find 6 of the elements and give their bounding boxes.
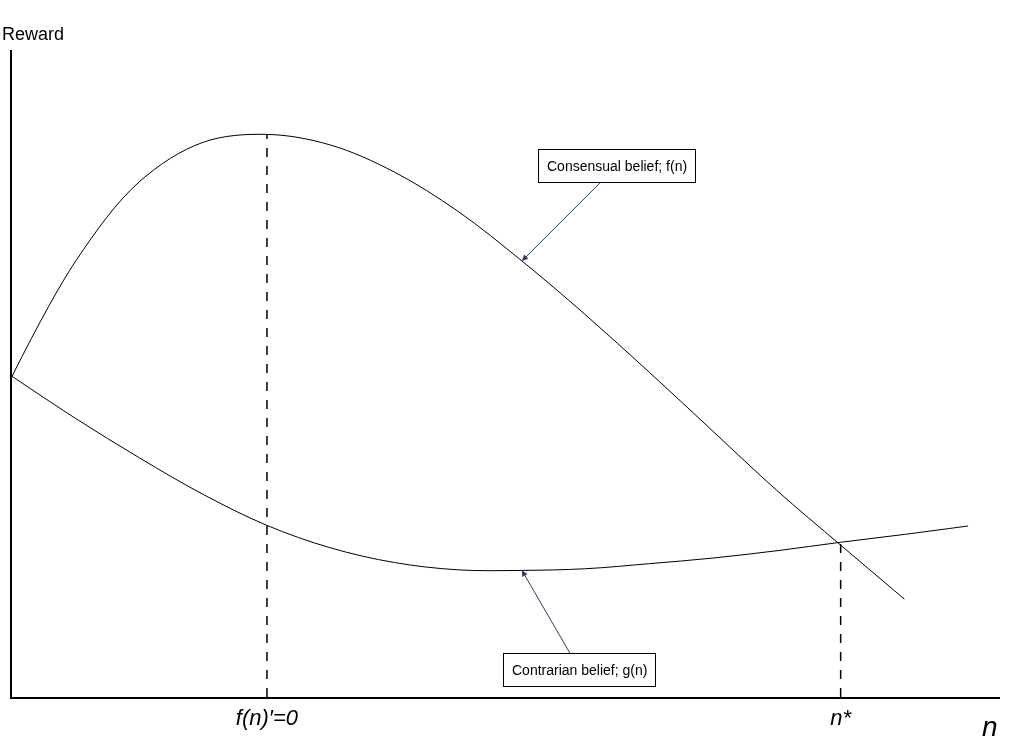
- x-tick-label: n*: [830, 705, 853, 731]
- text: Contrarian belief; g(n): [512, 662, 648, 678]
- text: Consensual belief; f(n): [547, 158, 688, 174]
- x-tick-label: f(n)′=0: [235, 705, 299, 731]
- text: Reward: [2, 24, 65, 44]
- x-axis-title: n: [982, 711, 998, 742]
